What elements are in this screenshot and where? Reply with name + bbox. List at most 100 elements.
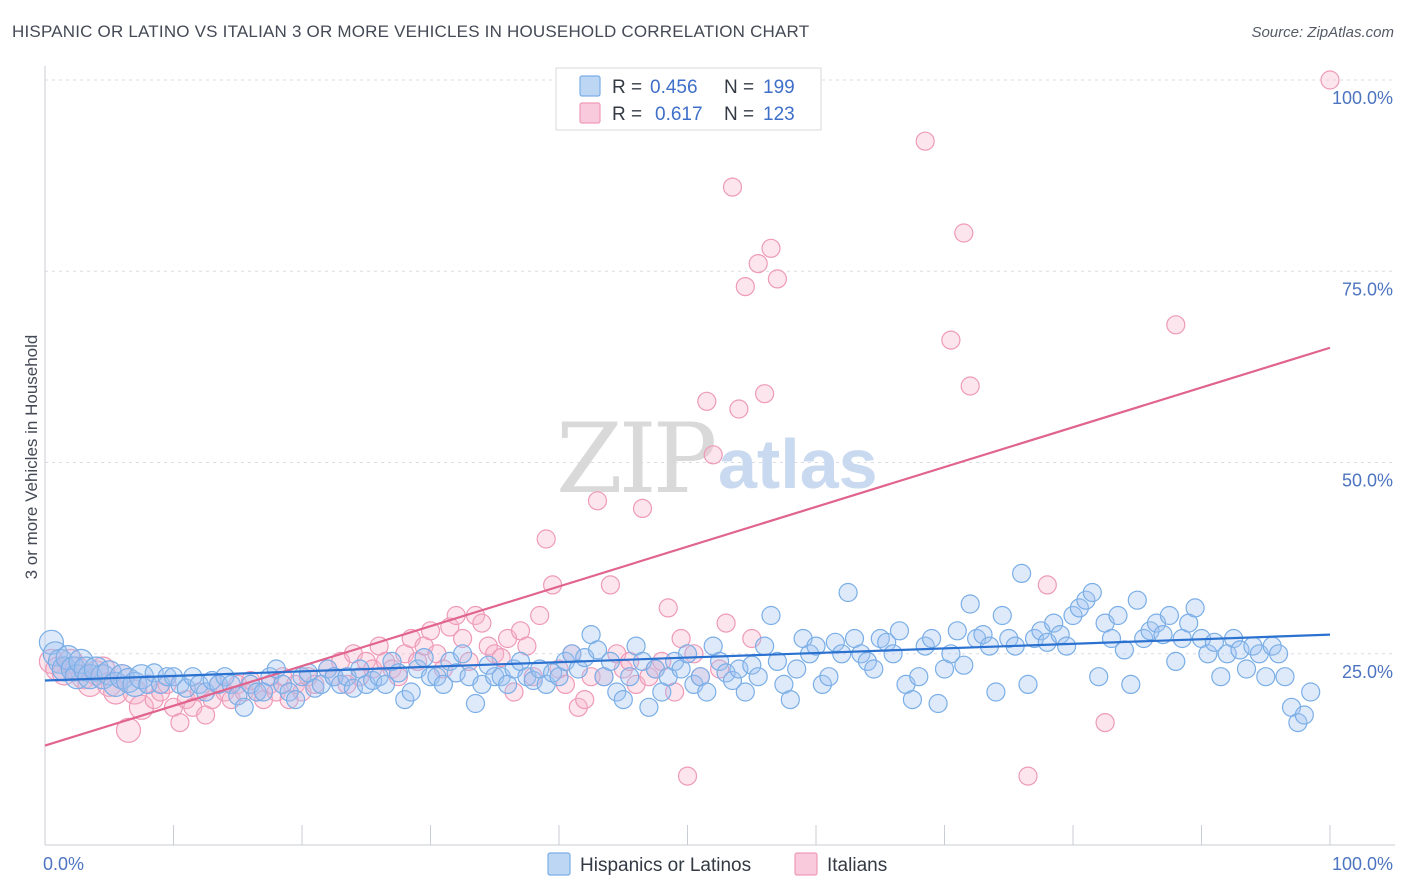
hispanics-trend-line [44,633,1331,682]
hispanics-point [318,659,338,679]
italians-point [356,651,376,672]
trend-lines [44,346,1331,747]
hispanics-point [954,655,974,675]
hispanics-point [395,689,415,710]
hispanics-point [992,605,1012,626]
hispanics-point [414,647,434,668]
hispanics-point [754,636,775,656]
hispanics-point [735,682,755,702]
hispanics-point [453,644,473,664]
italians-point [420,621,441,641]
italians-point [170,712,190,733]
legend-swatch-italians [794,852,818,876]
stats-n-label-blue: N = [724,77,754,98]
hispanics-point [568,659,588,679]
hispanics-point [613,689,633,710]
hispanics-point [1082,582,1102,603]
legend-label-italians: Italians [827,855,887,876]
italians-point [472,613,492,633]
hispanics-point [973,624,993,645]
italians-point [453,628,473,649]
hispanics-point [1114,640,1135,660]
hispanics-point [382,651,402,672]
source-credit: Source: ZipAtlas.com [1251,24,1394,41]
italians-point [722,177,743,197]
hispanics-point [60,656,86,682]
italians-point [1037,575,1057,595]
hispanics-point [838,582,858,603]
hispanics-point [1056,636,1077,656]
hispanics-point [286,689,306,710]
hispanics-point [607,682,627,702]
italians-point [1018,766,1038,786]
stats-r-label-pink: R = [612,104,642,125]
hispanics-point [1011,563,1032,584]
italians-point [735,277,755,297]
hispanics-point [1159,605,1180,626]
y-tick-label: 50.0% [1342,471,1393,491]
hispanics-point [1294,705,1314,725]
chart-title: HISPANIC OR LATINO VS ITALIAN 3 OR MORE … [12,22,810,41]
italians-point [555,674,576,695]
hispanics-point [722,670,743,691]
hispanics-point [68,648,94,675]
hispanics-point [960,594,980,614]
hispanics-point [677,644,698,664]
hispanics-point [427,667,447,687]
y-tick-label: 25.0% [1342,662,1393,682]
italians-point [754,384,775,404]
hispanics-point [857,651,878,672]
hispanics-point [279,682,299,702]
hispanics-point [748,667,768,687]
hispanics-point [639,697,659,717]
hispanics-point [1044,613,1064,633]
italians-point [716,613,736,633]
hispanics-point [1288,712,1308,733]
italians-point [915,131,935,151]
y-tick-label: 100.0% [1332,88,1393,108]
hispanics-point [787,659,807,679]
stats-legend: R = 0.456 N = 199 R = 0.617 N = 123 [555,67,822,131]
watermark-zip: ZIP [556,403,715,515]
hispanics-point [183,667,203,687]
hispanics-point [921,628,942,649]
stats-swatch-pink [579,102,601,124]
hispanics-point [1275,667,1295,687]
hispanics-point [947,621,967,641]
hispanics-point [1268,644,1289,664]
hispanics-point [1185,598,1205,618]
italians-points [38,70,1340,786]
stats-n-label-pink: N = [724,104,754,125]
grid-lines [45,79,1395,655]
hispanics-point [47,648,74,675]
hispanics-point [1301,682,1321,702]
stats-r-value-blue: 0.456 [650,77,698,98]
italians-point [960,376,980,396]
hispanics-point [331,674,351,695]
hispanics-point [1256,667,1276,687]
hispanics-point [1063,605,1083,626]
italians-point [941,330,961,350]
legend-swatch-hispanics [547,852,571,876]
watermark: ZIP atlas [556,403,878,515]
italians-point [761,238,781,258]
axes [44,66,1395,846]
hispanics-point [375,674,396,695]
hispanics-point [90,664,116,690]
x-tick-label-max: 100.0% [1332,854,1393,874]
italians-point [1166,315,1186,335]
italians-point [600,575,621,595]
hispanics-point [851,644,871,664]
italians-point [530,605,550,626]
stats-r-value-pink: 0.617 [655,104,703,125]
hispanics-point [716,663,736,683]
hispanics-point [819,667,839,687]
stats-n-value-pink: 123 [763,104,795,125]
hispanics-point [401,682,421,702]
hispanics-point [1089,667,1109,687]
hispanics-point [433,674,453,695]
hispanics-point [864,659,884,679]
hispanics-point [986,682,1006,702]
hispanics-point [883,644,903,664]
